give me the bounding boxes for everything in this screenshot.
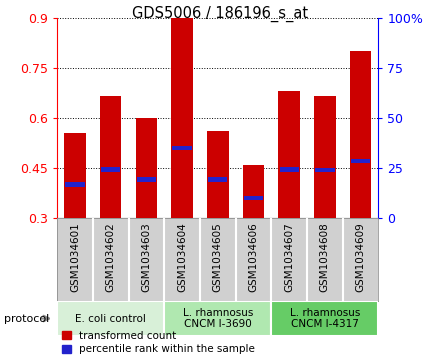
- Bar: [243, 164, 264, 218]
- Bar: [172, 146, 192, 150]
- Text: GSM1034609: GSM1034609: [356, 222, 366, 292]
- Text: GDS5006 / 186196_s_at: GDS5006 / 186196_s_at: [132, 5, 308, 22]
- Bar: [244, 196, 263, 200]
- Text: GSM1034602: GSM1034602: [106, 222, 116, 292]
- Text: GSM1034604: GSM1034604: [177, 222, 187, 292]
- Text: GSM1034607: GSM1034607: [284, 222, 294, 292]
- Bar: [66, 182, 84, 187]
- Bar: [315, 168, 334, 172]
- Bar: [164, 301, 271, 336]
- Bar: [314, 96, 336, 218]
- Text: L. rhamnosus
CNCM I-3690: L. rhamnosus CNCM I-3690: [183, 308, 253, 329]
- Bar: [57, 301, 164, 336]
- Text: L. rhamnosus
CNCM I-4317: L. rhamnosus CNCM I-4317: [290, 308, 360, 329]
- Legend: transformed count, percentile rank within the sample: transformed count, percentile rank withi…: [62, 331, 255, 354]
- Bar: [207, 131, 228, 218]
- Bar: [350, 52, 371, 218]
- Bar: [136, 118, 157, 218]
- Bar: [279, 167, 299, 172]
- Bar: [100, 96, 121, 218]
- Text: protocol: protocol: [4, 314, 50, 323]
- Bar: [172, 18, 193, 218]
- Bar: [137, 178, 156, 182]
- Bar: [101, 167, 121, 172]
- Text: GSM1034605: GSM1034605: [213, 222, 223, 292]
- Bar: [208, 178, 227, 182]
- Text: GSM1034601: GSM1034601: [70, 222, 80, 292]
- Text: GSM1034608: GSM1034608: [320, 222, 330, 292]
- Text: E. coli control: E. coli control: [75, 314, 146, 323]
- Bar: [351, 159, 370, 163]
- Bar: [271, 301, 378, 336]
- Text: GSM1034603: GSM1034603: [141, 222, 151, 292]
- Bar: [279, 91, 300, 218]
- Bar: [64, 133, 86, 218]
- Text: GSM1034606: GSM1034606: [249, 222, 258, 292]
